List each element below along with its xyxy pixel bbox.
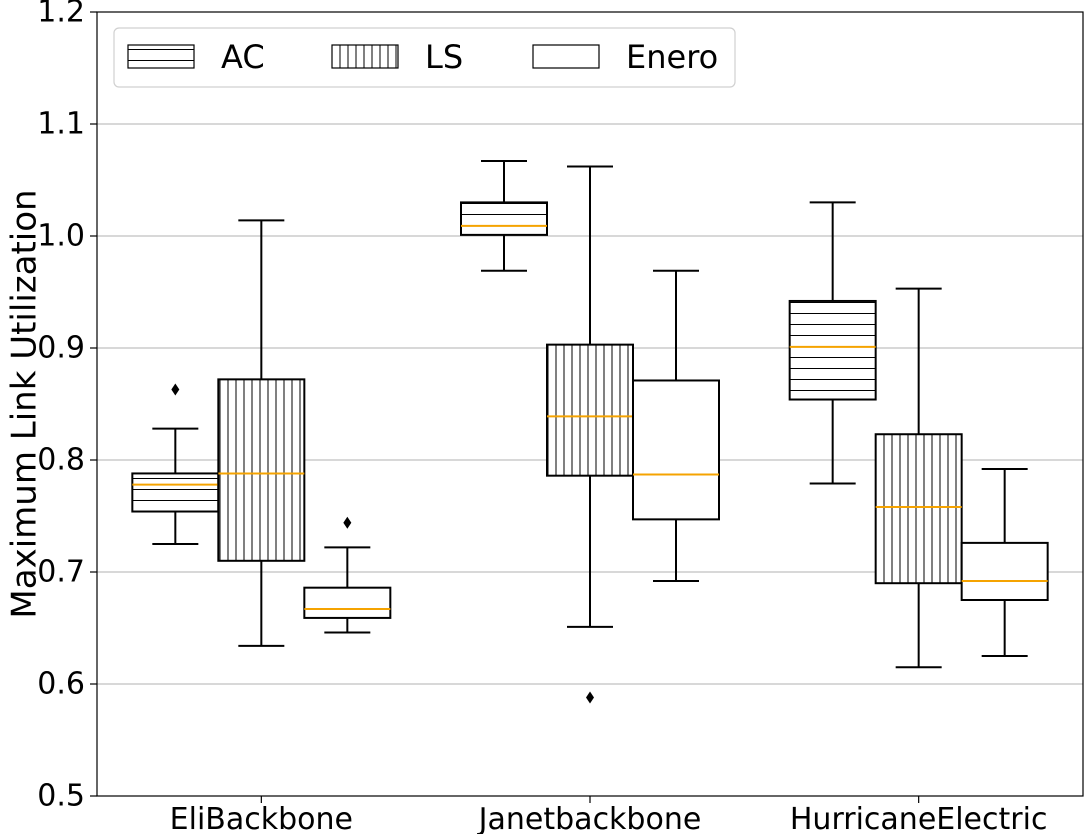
legend-swatch-ac (127, 44, 195, 69)
x-axis: EliBackbone Janetbackbone HurricaneElectri… (170, 796, 1048, 834)
y-tick-label: 0.5 (37, 779, 85, 814)
y-tick-label: 1.1 (37, 107, 85, 142)
box-ac-hurricaneelectric (788, 201, 877, 485)
box-body (460, 201, 548, 236)
y-tick-label: 0.7 (37, 555, 85, 590)
outlier-point (343, 516, 352, 529)
legend-label-ac: AC (221, 38, 265, 76)
box-body (303, 586, 392, 619)
y-tick-label: 0.8 (37, 443, 85, 478)
box-enero-hurricaneelectric (960, 467, 1049, 657)
x-tick-label: EliBackbone (170, 802, 353, 834)
box-enero-janetbackbone (632, 269, 720, 582)
box-ls-elibackbone (217, 219, 306, 647)
y-axis: 0.5 0.6 0.7 0.8 0.9 1.0 1.1 1.2 (37, 0, 97, 814)
x-tick-label: Janetbackbone (477, 802, 702, 834)
legend-swatch-ls (331, 44, 399, 69)
box-body (960, 541, 1049, 602)
y-tick-label: 1.0 (37, 219, 85, 254)
box-body (546, 343, 634, 477)
box-body (788, 299, 877, 401)
box-ac-elibackbone (131, 383, 220, 545)
outlier-point (171, 383, 180, 396)
box-body (632, 379, 720, 521)
y-tick-label: 1.2 (37, 0, 85, 30)
y-tick-label: 0.9 (37, 331, 85, 366)
box-body (874, 433, 963, 585)
legend-label-enero: Enero (626, 38, 718, 76)
y-axis-label: Maximum Link Utilization (5, 189, 45, 618)
box-ac-janetbackbone (460, 159, 548, 272)
legend-box (113, 27, 736, 88)
outlier-point (586, 691, 594, 704)
legend-label-ls: LS (425, 38, 463, 76)
box-body (131, 472, 220, 513)
box-groups (131, 159, 1049, 704)
legend: AC LS Enero (113, 27, 736, 88)
box-ls-janetbackbone (546, 165, 634, 704)
box-enero-elibackbone (303, 516, 392, 634)
x-tick-label: HurricaneElectric (790, 802, 1048, 834)
box-body (217, 378, 306, 562)
box-ls-hurricaneelectric (874, 287, 963, 669)
y-tick-label: 0.6 (37, 667, 85, 702)
legend-swatch-enero (532, 44, 600, 69)
